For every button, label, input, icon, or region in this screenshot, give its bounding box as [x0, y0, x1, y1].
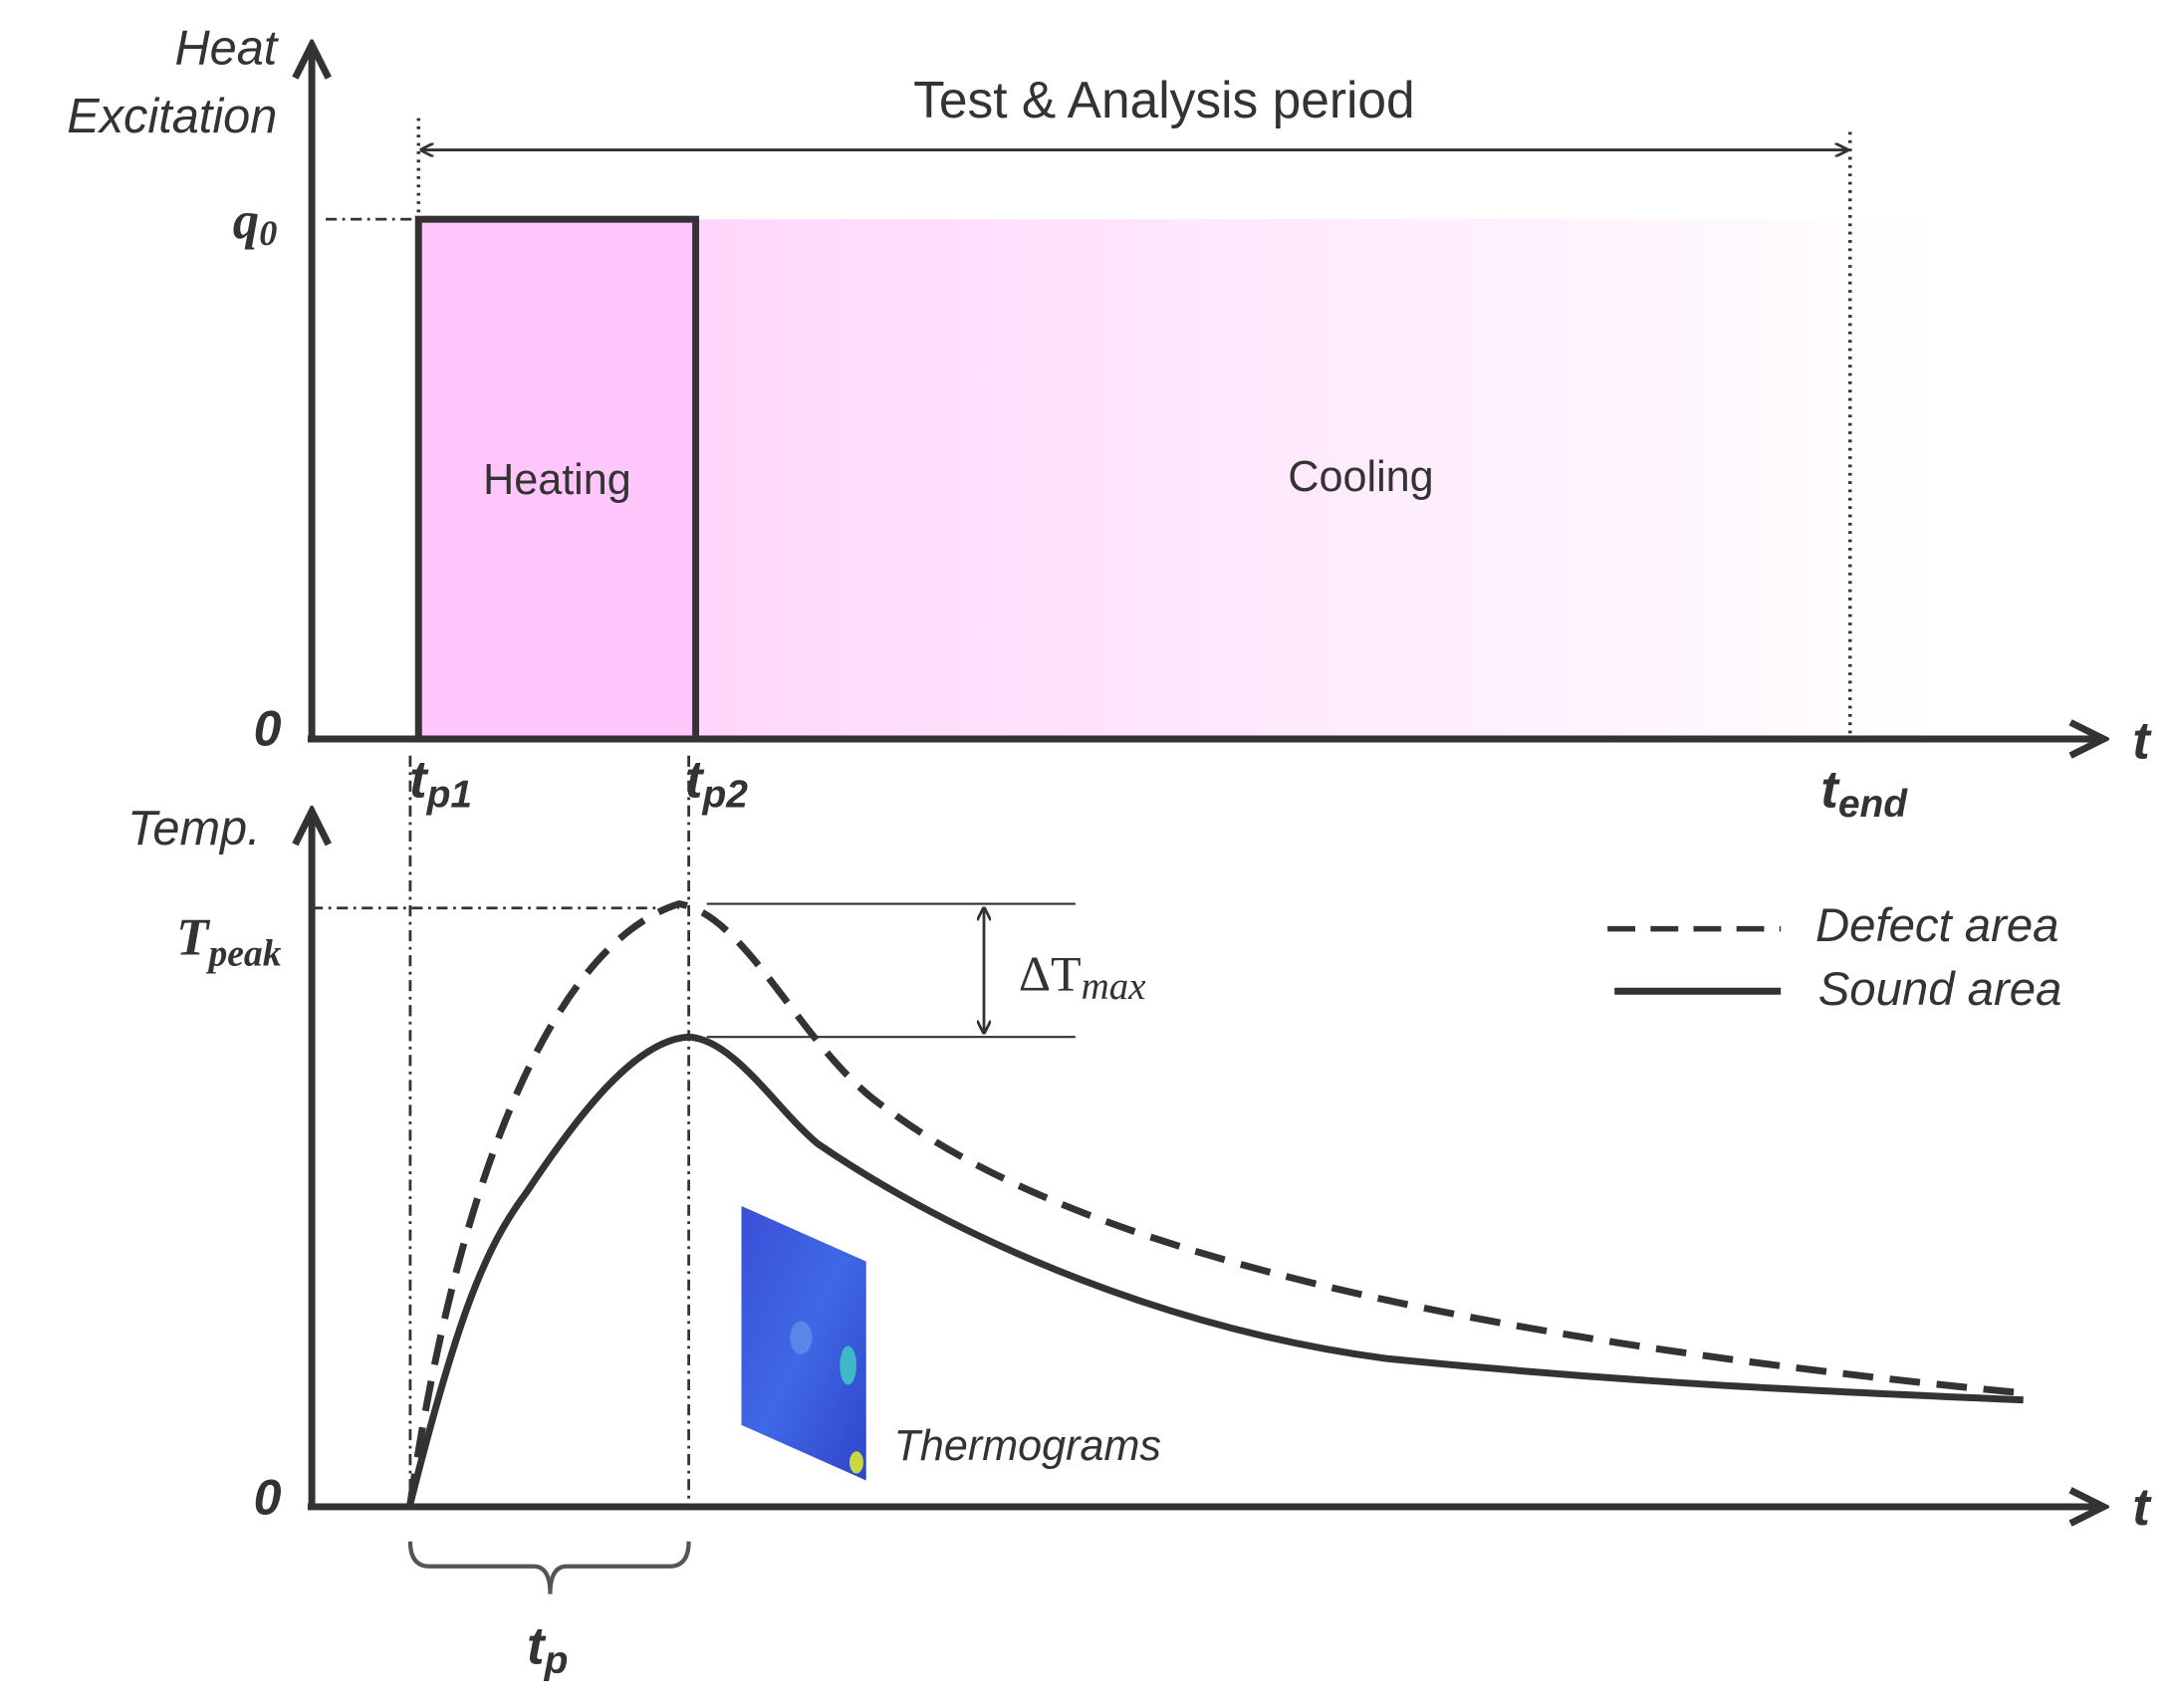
- hot-spot: [840, 1345, 856, 1385]
- y-label: Heat: [174, 22, 279, 76]
- region-label: Heating: [483, 456, 631, 504]
- legend-label: Defect area: [1815, 899, 2059, 952]
- sub: p2: [702, 774, 749, 817]
- image-label: Thermograms: [894, 1422, 1161, 1470]
- cooling-region: [695, 219, 1943, 739]
- defect-curve: [406, 900, 2025, 1505]
- delta-label: ΔTmax: [1019, 945, 1146, 1008]
- base: T: [176, 909, 211, 967]
- base: ΔT: [1019, 945, 1082, 1001]
- sub: p: [544, 1639, 569, 1682]
- y-tick: Tpeak: [176, 909, 282, 974]
- region-label: Cooling: [1288, 453, 1433, 501]
- x-tick: tp1: [409, 750, 472, 816]
- x-tick: tend: [1820, 760, 1908, 826]
- legend-label: Sound area: [1818, 963, 2062, 1016]
- base: q: [233, 192, 259, 250]
- sub: 0: [259, 214, 277, 254]
- x-axis-label: t: [2132, 712, 2152, 771]
- sub: max: [1082, 965, 1146, 1008]
- base: t: [527, 1616, 547, 1675]
- x-tick: tp2: [685, 750, 748, 816]
- sub: end: [1838, 783, 1908, 826]
- y-tick: q0: [233, 192, 278, 253]
- sound-curve: [406, 1033, 2024, 1506]
- duration-label: tp: [527, 1616, 568, 1682]
- sub: p1: [426, 774, 472, 817]
- brace: [407, 1541, 691, 1594]
- y-label: Excitation: [67, 90, 277, 143]
- period-label: Test & Analysis period: [913, 71, 1415, 128]
- base: t: [1820, 760, 1840, 819]
- hot-spot: [849, 1451, 863, 1474]
- sub: peak: [205, 933, 281, 974]
- y-tick: 0: [254, 700, 282, 756]
- hot-spot: [790, 1321, 813, 1354]
- base: t: [409, 750, 429, 809]
- y-tick: 0: [254, 1470, 282, 1526]
- y-label: Temp.: [127, 802, 261, 855]
- heating-region: [414, 215, 700, 743]
- x-axis-label: t: [2132, 1478, 2152, 1537]
